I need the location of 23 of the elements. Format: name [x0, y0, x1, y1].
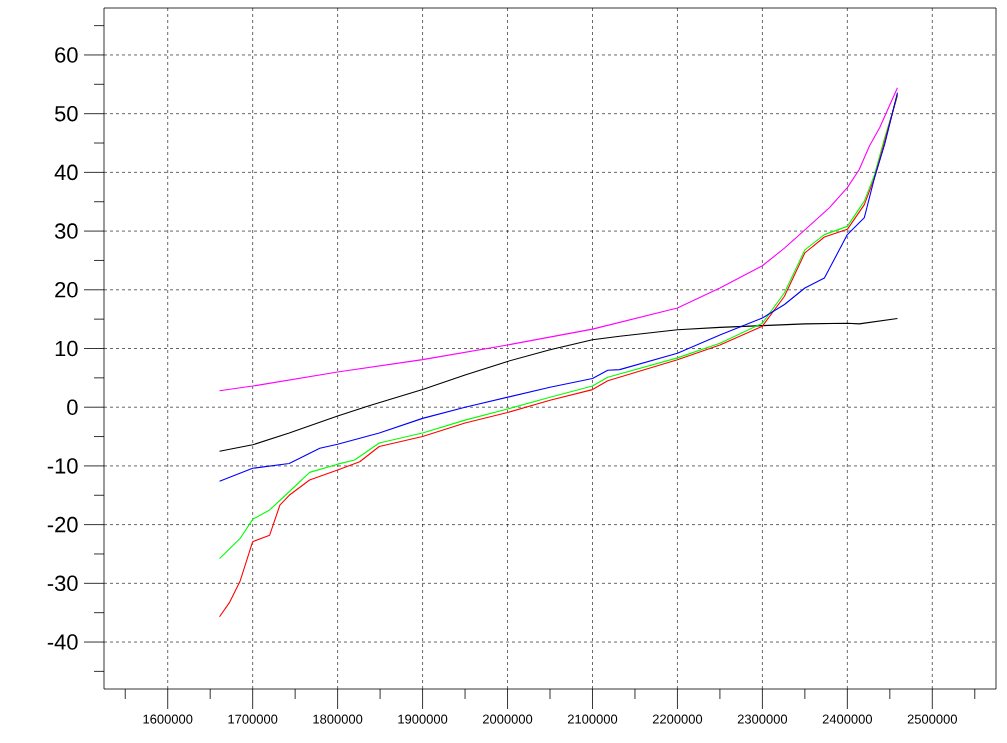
x-tick-label: 2300000: [737, 714, 788, 724]
y-tick-label: 0: [67, 399, 78, 415]
y-tick-label: 10: [55, 340, 78, 357]
y-tick-label: 40: [54, 164, 78, 181]
x-tick-label: 2100000: [567, 714, 618, 724]
x-tick-label: 2400000: [822, 714, 873, 724]
line-series: [218, 318, 899, 452]
y-tick-label: -10: [47, 458, 78, 474]
x-tick-label: 2000000: [482, 714, 533, 724]
x-tick-label: 2200000: [652, 714, 703, 724]
y-tick-label: 50: [54, 105, 78, 122]
x-tick-label: 1800000: [313, 714, 363, 724]
y-tick-label: -30: [47, 575, 78, 592]
y-tick-label: -20: [47, 516, 78, 533]
y-tick-label: 20: [55, 282, 78, 298]
x-tick-label: 1600000: [143, 714, 193, 724]
x-tick-label: 1900000: [398, 714, 448, 724]
y-tick-label: -40: [47, 634, 78, 650]
y-tick-label: 30: [54, 223, 78, 239]
x-tick-label: 2500000: [907, 714, 957, 724]
x-tick-label: 1700000: [228, 714, 278, 724]
line-series: [218, 87, 899, 392]
y-tick-label: 60: [55, 47, 78, 63]
